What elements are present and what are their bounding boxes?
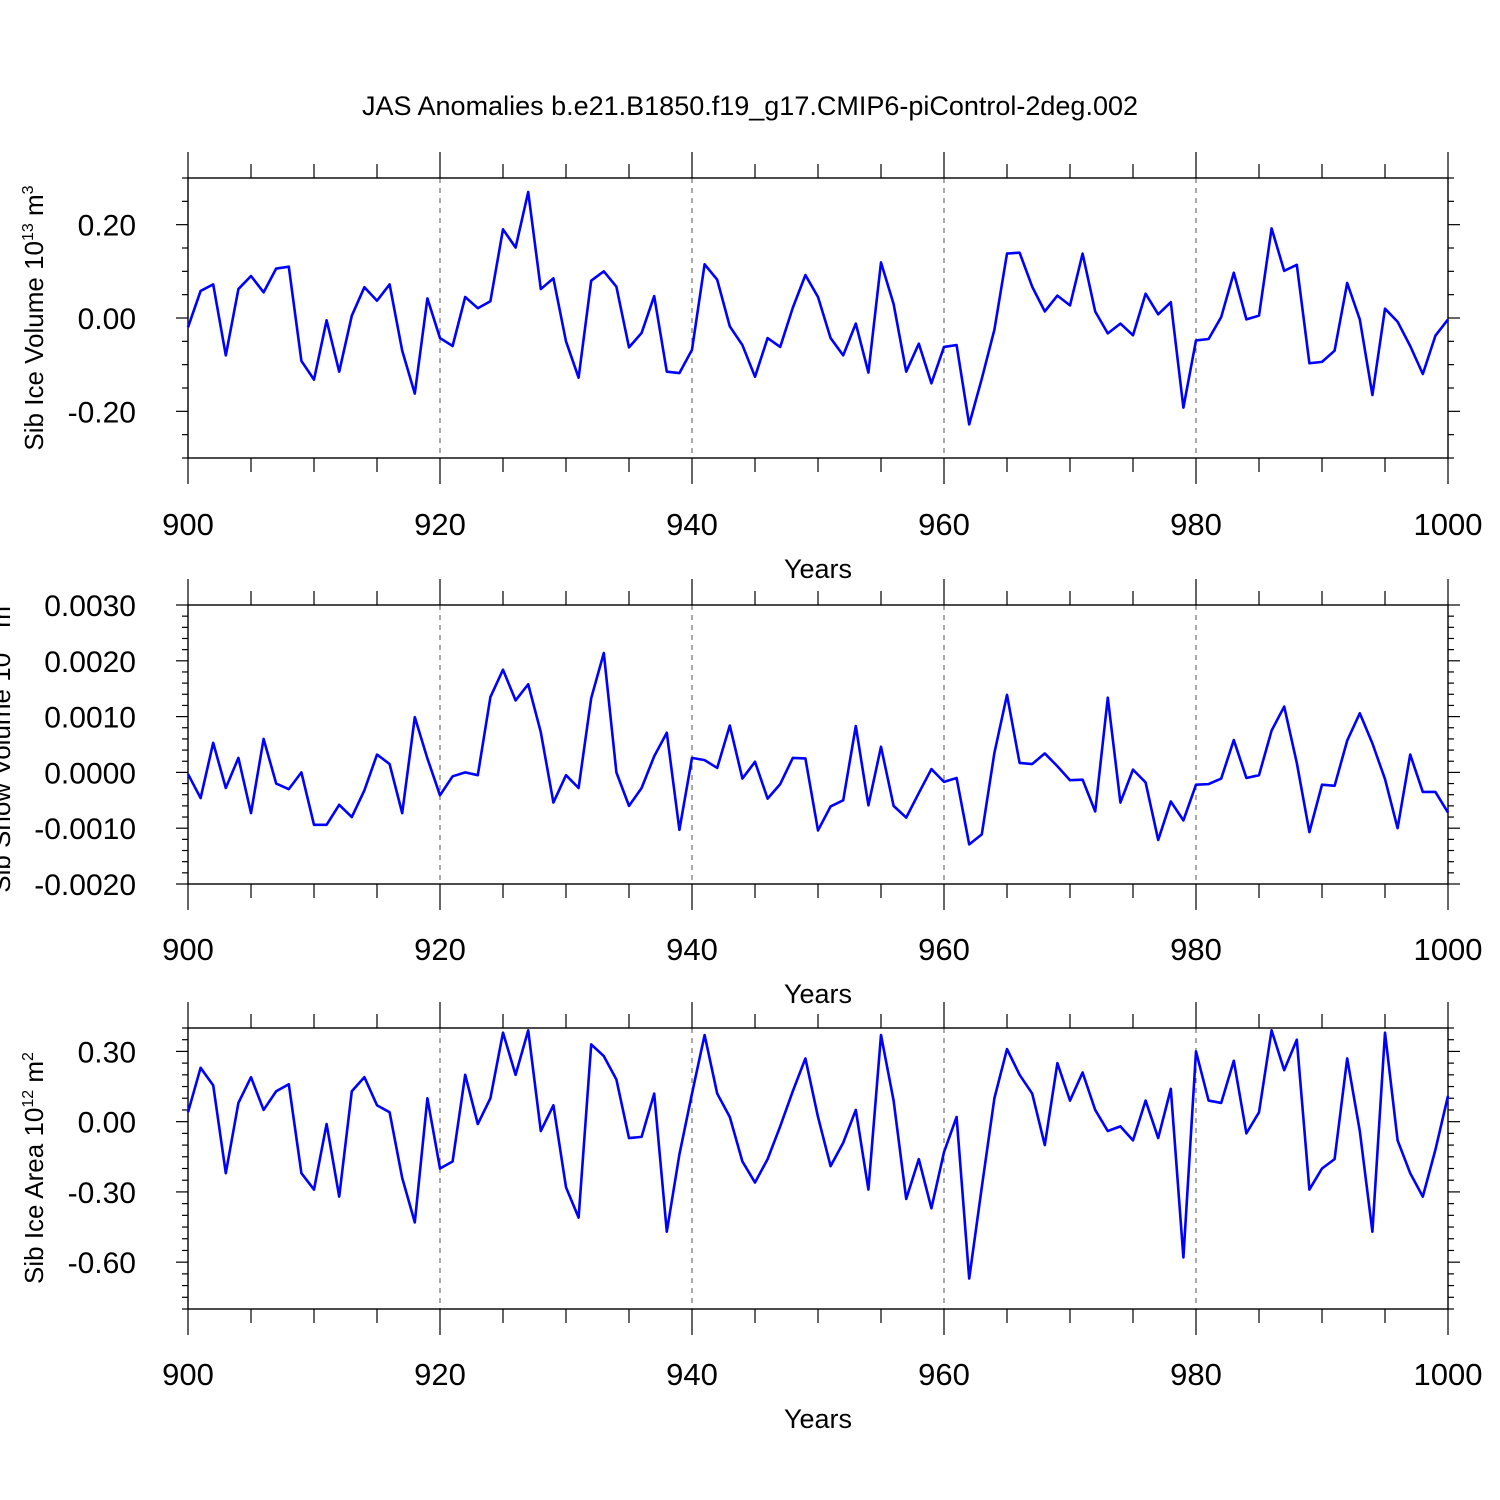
snow-volume-xtick-label-920: 920: [414, 932, 466, 967]
ice-area-ytick-label-3: 0.30: [78, 1036, 136, 1069]
ice-volume-ytick-label-2: 0.20: [78, 210, 136, 243]
ice-area-ytick-label-1: -0.30: [68, 1177, 136, 1210]
snow-volume-ylabel-unit: m: [0, 606, 16, 635]
ice-area-xtick-label-960: 960: [918, 1357, 970, 1392]
ice-area-ylabel-unit-exp: 2: [20, 1052, 37, 1061]
snow-volume-xlabel: Years: [784, 979, 852, 1009]
snow-volume-panel: Years Sib Snow Volume 1013 m3 900 920 940 9…: [0, 579, 1482, 1009]
ice-volume-xtick-label-960: 960: [918, 507, 970, 542]
ice-area-xtick-label-920: 920: [414, 1357, 466, 1392]
ice-area-xlabel: Years: [784, 1404, 852, 1434]
ice-area-ylabel: Sib Ice Area 1012 m2: [19, 1052, 49, 1284]
ice-volume-xlabel: Years: [784, 554, 852, 584]
snow-volume-ylabel-unit-exp: 3: [0, 597, 4, 606]
snow-volume-ytick-label-3: 0.0010: [44, 702, 136, 735]
ice-volume-series-line: [186, 190, 1450, 426]
snow-volume-xtick-label-1000: 1000: [1414, 932, 1483, 967]
ice-volume-xtick-label-1000: 1000: [1414, 507, 1483, 542]
ice-volume-ylabel-main: Sib Ice Volume 10: [19, 241, 49, 451]
snow-volume-xtick-label-980: 980: [1170, 932, 1222, 967]
ice-volume-xtick-label-940: 940: [666, 507, 718, 542]
snow-volume-ytick-label-2: 0.0000: [44, 757, 136, 790]
ice-volume-panel: Years Sib Ice Volume 1013 m3 900 920 940 96…: [19, 152, 1482, 584]
snow-volume-plot-frame: [187, 604, 1449, 885]
snow-volume-xtick-label-900: 900: [162, 932, 214, 967]
snow-volume-series-line: [186, 651, 1450, 846]
ice-area-panel: Years Sib Ice Area 1012 m2 900 920 940 960 9…: [19, 1002, 1482, 1434]
ice-volume-xtick-label-900: 900: [162, 507, 214, 542]
ice-volume-ylabel-exp: 13: [20, 223, 37, 241]
ice-area-ytick-label-0: -0.60: [68, 1247, 136, 1280]
ice-area-series-line: [186, 1029, 1450, 1280]
snow-volume-ylabel-main: Sib Snow Volume 10: [0, 653, 16, 893]
ice-volume-ylabel-unit: m: [19, 194, 49, 223]
snow-volume-ytick-label-5: 0.0030: [44, 590, 136, 623]
snow-volume-xtick-label-960: 960: [918, 932, 970, 967]
ice-volume-plot-frame: [187, 177, 1449, 459]
snow-volume-xtick-label-940: 940: [666, 932, 718, 967]
ice-volume-ytick-label-0: -0.20: [68, 396, 136, 429]
snow-volume-ylabel: Sib Snow Volume 1013 m3: [0, 597, 16, 893]
snow-volume-ytick-label-1: -0.0010: [34, 813, 136, 846]
ice-volume-ylabel-unit-exp: 3: [20, 185, 37, 194]
ice-area-xtick-label-900: 900: [162, 1357, 214, 1392]
ice-area-xtick-label-940: 940: [666, 1357, 718, 1392]
ice-area-ylabel-exp: 12: [20, 1090, 37, 1108]
ice-volume-xtick-label-980: 980: [1170, 507, 1222, 542]
snow-volume-ytick-label-0: -0.0020: [34, 869, 136, 902]
ice-volume-ytick-label-1: 0.00: [78, 303, 136, 336]
ice-area-ylabel-main: Sib Ice Area 10: [19, 1108, 49, 1284]
ice-area-xtick-label-1000: 1000: [1414, 1357, 1483, 1392]
snow-volume-ytick-label-4: 0.0020: [44, 646, 136, 679]
snow-volume-ylabel-exp: 13: [0, 635, 4, 653]
ice-area-ytick-label-2: 0.00: [78, 1107, 136, 1140]
figure-title: JAS Anomalies b.e21.B1850.f19_g17.CMIP6-…: [362, 91, 1138, 121]
ice-volume-xtick-label-920: 920: [414, 507, 466, 542]
ice-volume-ylabel: Sib Ice Volume 1013 m3: [19, 185, 49, 450]
ice-area-plot-frame: [187, 1027, 1449, 1310]
ice-area-ylabel-unit: m: [19, 1061, 49, 1090]
ice-area-xtick-label-980: 980: [1170, 1357, 1222, 1392]
